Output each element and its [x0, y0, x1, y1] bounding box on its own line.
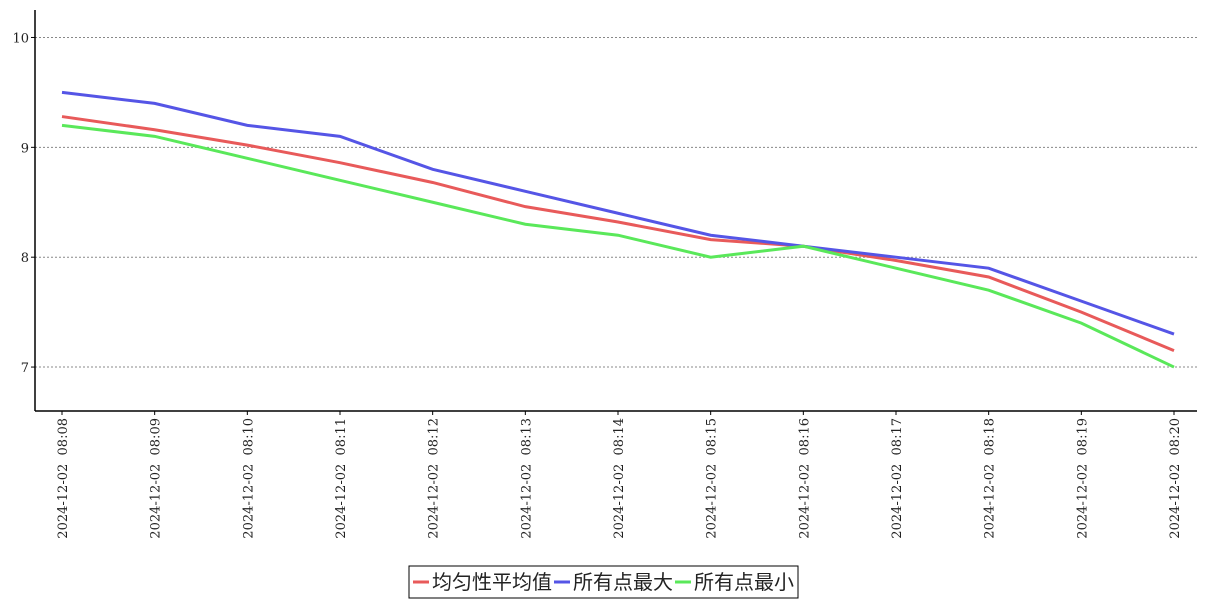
legend-label: 所有点最大 [573, 570, 673, 594]
x-tick-label: 2024-12-02 08:08 [56, 418, 71, 539]
x-tick-label: 2024-12-02 08:10 [241, 418, 256, 539]
x-tick-label: 2024-12-02 08:12 [427, 418, 442, 539]
y-tick-label: 10 [12, 31, 29, 46]
plot-area: 7 8 9 10 2024-12-02 08:08 2024-12-02 08:09 202… [12, 10, 1197, 539]
x-tick-label: 2024-12-02 08:14 [612, 418, 627, 539]
x-tick-label: 2024-12-02 08:13 [519, 418, 534, 539]
x-tick-label: 2024-12-02 08:09 [149, 418, 164, 539]
x-tick-label: 2024-12-02 08:20 [1168, 418, 1183, 539]
legend: 均匀性平均值 所有点最大 所有点最小 [408, 565, 799, 599]
legend-label: 所有点最小 [694, 570, 794, 594]
y-tick-label: 8 [21, 251, 29, 266]
x-tick-label: 2024-12-02 08:15 [705, 418, 720, 539]
x-tick-label: 2024-12-02 08:17 [890, 418, 905, 539]
legend-box [408, 565, 799, 599]
x-tick-label: 2024-12-02 08:16 [797, 418, 812, 539]
series-line [61, 115, 1175, 352]
y-tick-label: 7 [21, 361, 29, 376]
x-tick-label: 2024-12-02 08:18 [983, 418, 998, 539]
x-tick-label: 2024-12-02 08:11 [334, 418, 349, 539]
series-line [61, 90, 1175, 336]
y-tick-label: 9 [21, 141, 29, 156]
series-line [61, 123, 1175, 369]
x-tick-label: 2024-12-02 08:19 [1075, 418, 1090, 539]
legend-label: 均匀性平均值 [432, 570, 552, 594]
